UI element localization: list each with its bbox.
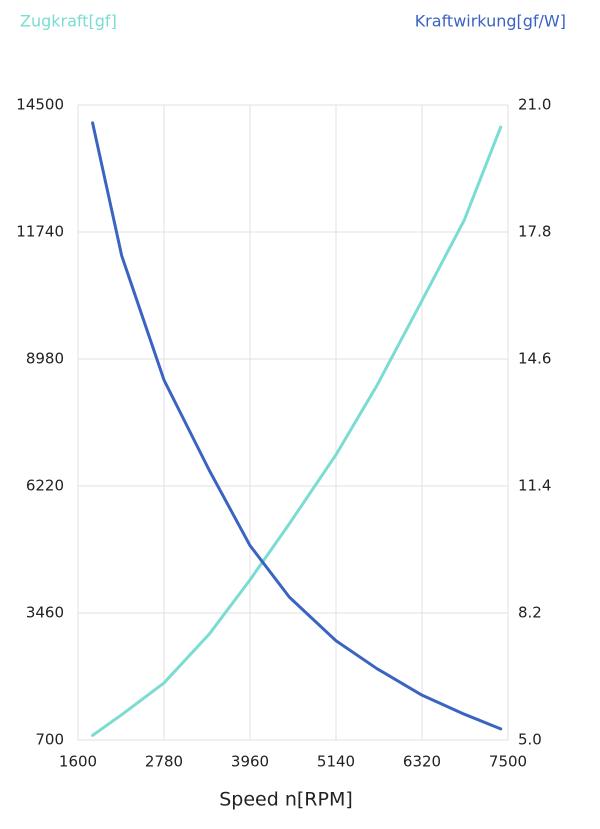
y-tick-label: 6220 — [26, 477, 64, 495]
y-tick-label: 700 — [35, 731, 64, 749]
x-tick-label: 7500 — [489, 753, 527, 771]
y2-tick-label: 8.2 — [518, 604, 542, 622]
y2-tick-label: 21.0 — [518, 96, 551, 114]
y-tick-label: 3460 — [26, 604, 64, 622]
series-line — [91, 121, 503, 731]
y2-tick-label: 17.8 — [518, 223, 551, 241]
series-line — [91, 125, 503, 737]
x-tick-label: 5140 — [317, 753, 355, 771]
left-axis-title: Zugkraft[gf] — [20, 12, 117, 31]
x-tick-label: 1600 — [59, 753, 97, 771]
right-axis-title: Kraftwirkung[gf/W] — [415, 12, 566, 31]
x-tick-label: 2780 — [145, 753, 183, 771]
y2-tick-label: 11.4 — [518, 477, 551, 495]
y-tick-label: 14500 — [16, 96, 64, 114]
x-tick-label: 3960 — [231, 753, 269, 771]
y-tick-label: 8980 — [26, 350, 64, 368]
x-tick-label: 6320 — [403, 753, 441, 771]
y2-tick-label: 14.6 — [518, 350, 551, 368]
x-axis-title: Speed n[RPM] — [219, 789, 353, 811]
y2-tick-label: 5.0 — [518, 731, 542, 749]
y-tick-label: 11740 — [16, 223, 64, 241]
